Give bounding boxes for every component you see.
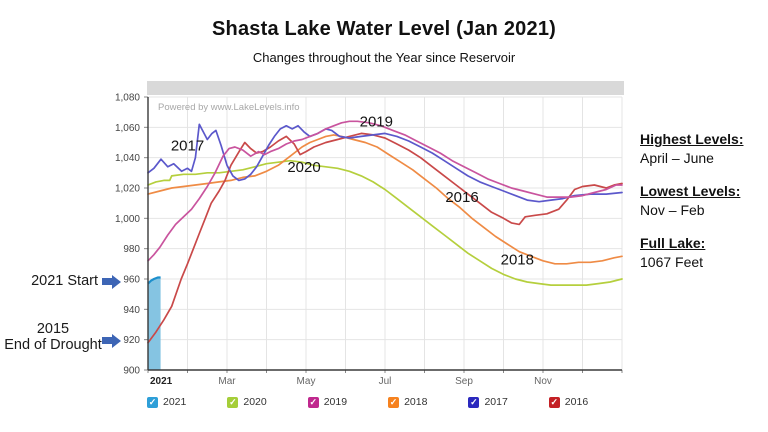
info-value-highest: April – June	[640, 150, 714, 166]
legend-label-2018: 2018	[404, 396, 428, 408]
svg-text:1,040: 1,040	[115, 153, 140, 164]
page-title: Shasta Lake Water Level (Jan 2021)	[212, 18, 556, 40]
svg-text:2018: 2018	[501, 251, 534, 268]
info-heading-lowest: Lowest Levels:	[640, 183, 741, 199]
info-lowest-levels: Lowest Levels: Nov – Feb	[640, 183, 765, 218]
svg-text:940: 940	[123, 305, 140, 316]
legend-checkbox-2019[interactable]: ✓	[307, 396, 319, 408]
svg-text:960: 960	[123, 275, 140, 286]
legend-checkbox-2018[interactable]: ✓	[388, 396, 400, 408]
legend-label-2019: 2019	[323, 396, 348, 408]
legend-item-2018: ✓ 2018	[388, 396, 427, 408]
svg-text:Sep: Sep	[455, 376, 473, 387]
svg-text:1,020: 1,020	[115, 184, 140, 195]
legend-checkbox-2020[interactable]: ✓	[227, 396, 239, 408]
legend-item-2020: ✓ 2020	[227, 396, 267, 408]
info-highest-levels: Highest Levels: April – June	[640, 131, 765, 166]
annotation-2015-year: 2015	[36, 321, 70, 337]
legend-checkbox-2017[interactable]: ✓	[468, 396, 480, 408]
legend-label-2016: 2016	[564, 396, 589, 408]
svg-text:May: May	[297, 376, 316, 387]
legend-item-2021: ✓ 2021	[147, 396, 186, 408]
svg-text:Nov: Nov	[534, 376, 552, 387]
svg-text:1,060: 1,060	[115, 123, 140, 134]
svg-text:Powered by www.LakeLevels.info: Powered by www.LakeLevels.info	[158, 102, 300, 113]
arrow-2021-start-icon	[102, 274, 121, 289]
info-panel: Highest Levels: April – June Lowest Leve…	[640, 131, 765, 287]
svg-text:980: 980	[123, 244, 140, 255]
svg-text:2019: 2019	[360, 113, 393, 130]
annotation-2021-start: 2021 Start	[31, 273, 98, 289]
svg-text:Mar: Mar	[218, 376, 236, 387]
info-heading-highest: Highest Levels:	[640, 131, 744, 147]
annotation-2015-drought: 2015 End of Drought	[2, 321, 104, 353]
svg-text:920: 920	[123, 335, 140, 346]
svg-text:1,080: 1,080	[115, 93, 140, 104]
info-value-lowest: Nov – Feb	[640, 202, 705, 218]
legend-label-2017: 2017	[484, 396, 508, 408]
svg-text:2020: 2020	[287, 159, 320, 176]
legend-label-2020: 2020	[243, 396, 267, 408]
svg-text:900: 900	[123, 366, 140, 377]
chart-header-bar	[147, 81, 624, 95]
svg-text:2017: 2017	[171, 138, 204, 155]
info-heading-full-lake: Full Lake:	[640, 235, 706, 251]
legend-item-2019: ✓ 2019	[307, 396, 348, 408]
legend-checkbox-2016[interactable]: ✓	[548, 396, 560, 408]
info-value-full-lake: 1067 Feet	[640, 254, 704, 270]
arrow-2015-drought-icon	[102, 333, 121, 348]
page-subtitle: Changes throughout the Year since Reserv…	[252, 50, 516, 65]
annotation-2015-label: End of Drought	[4, 337, 102, 353]
svg-text:2016: 2016	[445, 189, 478, 206]
water-level-chart: 900 920 940 960 980 1,000 1,020 1,040 1,060 1,080…	[115, 93, 623, 387]
svg-text:2021: 2021	[150, 376, 173, 387]
legend-checkbox-2021[interactable]: ✓	[147, 396, 158, 408]
legend-item-2017: ✓ 2017	[468, 396, 508, 408]
legend-label-2021: 2021	[163, 396, 187, 408]
svg-text:Jul: Jul	[379, 376, 392, 387]
legend-item-2016: ✓ 2016	[548, 396, 589, 408]
info-full-lake: Full Lake: 1067 Feet	[640, 235, 765, 270]
chart-legend: ✓ 2021 ✓ 2020 ✓ 2019 ✓ 2018 ✓ 2017 ✓ 2016	[147, 396, 588, 408]
svg-text:1,000: 1,000	[115, 214, 140, 225]
